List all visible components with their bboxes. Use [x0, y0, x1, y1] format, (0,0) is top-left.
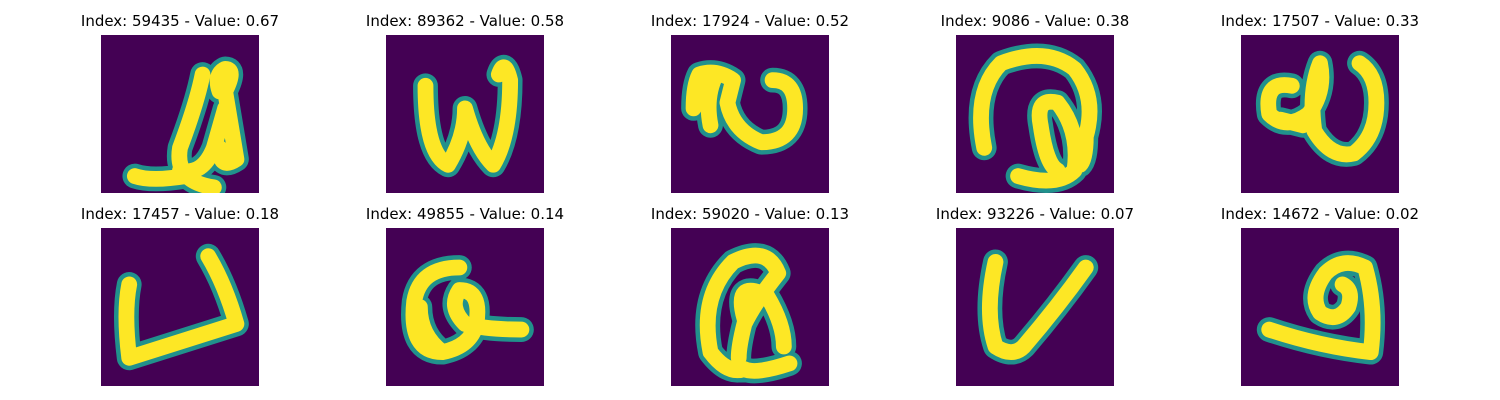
- glyph-stroke: [1261, 255, 1381, 361]
- glyph-stroke: [126, 60, 245, 193]
- panel-title: Index: 59435 - Value: 0.67: [80, 12, 280, 30]
- image-panel: Index: 93226 - Value: 0.07: [915, 193, 1155, 386]
- panel-title: Index: 17924 - Value: 0.52: [650, 12, 850, 30]
- handwritten-glyph-spiral-icon: [1241, 228, 1399, 386]
- glyph-stroke: [973, 48, 1098, 189]
- image-panel: Index: 49855 - Value: 0.14: [345, 193, 585, 386]
- glyph-stroke: [981, 253, 1094, 361]
- image-panel: Index: 59020 - Value: 0.13: [630, 193, 870, 386]
- handwritten-glyph-v-icon: [956, 228, 1114, 386]
- handwritten-glyph-loop-hook-icon: [101, 35, 259, 193]
- handwritten-glyph-curl-u-icon: [671, 35, 829, 193]
- panel-title: Index: 49855 - Value: 0.14: [365, 205, 565, 223]
- image-panel: Index: 17507 - Value: 0.33: [1200, 0, 1440, 193]
- glyph-stroke: [1260, 55, 1385, 163]
- glyph-stroke: [685, 64, 804, 151]
- glyph-stroke: [118, 248, 245, 366]
- panel-title: Index: 9086 - Value: 0.38: [940, 12, 1130, 30]
- glyph-stroke: [405, 259, 530, 361]
- image-panel: Index: 17924 - Value: 0.52: [630, 0, 870, 193]
- panel-title: Index: 14672 - Value: 0.02: [1220, 205, 1420, 223]
- image-panel: Index: 17457 - Value: 0.18: [60, 193, 300, 386]
- handwritten-glyph-alpha-u-icon: [1241, 35, 1399, 193]
- glyph-stroke: [699, 247, 798, 379]
- image-panel: Index: 89362 - Value: 0.58: [345, 0, 585, 193]
- handwritten-glyph-w-icon: [386, 35, 544, 193]
- panel-title: Index: 17457 - Value: 0.18: [80, 205, 280, 223]
- glyph-stroke: [417, 59, 519, 173]
- image-panel: Index: 9086 - Value: 0.38: [915, 0, 1155, 193]
- panel-title: Index: 93226 - Value: 0.07: [935, 205, 1135, 223]
- image-panel: Index: 14672 - Value: 0.02: [1200, 193, 1440, 386]
- panel-title: Index: 89362 - Value: 0.58: [365, 12, 565, 30]
- handwritten-glyph-arch-loop-icon: [956, 35, 1114, 193]
- handwritten-glyph-open-box-icon: [101, 228, 259, 386]
- handwritten-glyph-q-icon: [386, 228, 544, 386]
- panel-title: Index: 59020 - Value: 0.13: [650, 205, 850, 223]
- handwritten-glyph-tall-loop-icon: [671, 228, 829, 386]
- panel-title: Index: 17507 - Value: 0.33: [1220, 12, 1420, 30]
- image-panel: Index: 59435 - Value: 0.67: [60, 0, 300, 193]
